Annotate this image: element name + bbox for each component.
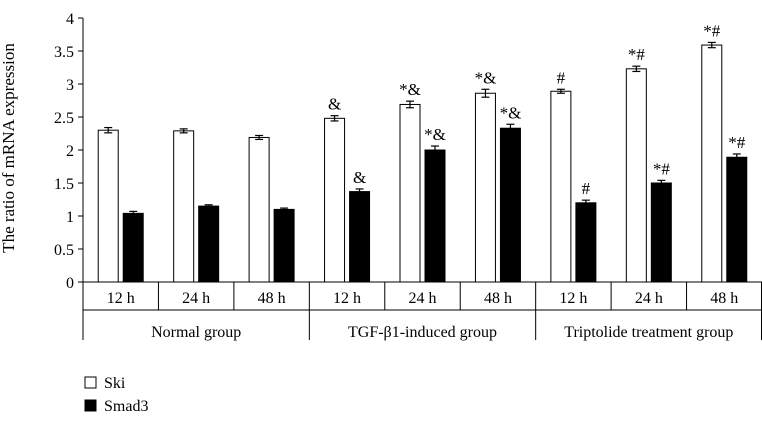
bar-ski-7 — [625, 68, 647, 283]
significance-mark: *& — [475, 68, 497, 87]
y-tick-label: 3 — [66, 77, 74, 94]
significance-mark: *& — [399, 80, 421, 99]
bar-ski-5 — [474, 92, 496, 283]
bar-smad3-7 — [650, 182, 672, 283]
x-tick-label: 48 h — [710, 290, 738, 307]
y-axis: 0 0.5 1 1.5 2 2.5 3 3.5 4 — [54, 11, 84, 292]
x-tick-label: 48 h — [484, 290, 512, 307]
legend-label: Smad3 — [104, 398, 148, 415]
bar-ski-6 — [550, 90, 572, 283]
bar-ski-2 — [248, 136, 270, 283]
significance-mark: *# — [703, 21, 721, 40]
significance-mark: *# — [653, 159, 671, 178]
bar-smad3-1 — [198, 205, 220, 283]
significance-mark: & — [328, 95, 341, 114]
y-axis-label: The ratio of mRNA expression — [0, 43, 18, 253]
y-tick-label: 2.5 — [54, 110, 74, 127]
legend-swatch-smad3 — [84, 399, 97, 412]
bar-ski-4 — [399, 103, 421, 283]
x-tick-label: 12 h — [333, 290, 361, 307]
x-tick-label: 24 h — [182, 290, 210, 307]
y-tick-label: 0.5 — [54, 242, 74, 259]
bar-smad3-8 — [726, 156, 748, 283]
group-label: Normal group — [151, 324, 241, 341]
y-tick-label: 1.5 — [54, 176, 74, 193]
x-axis: 12 h 24 h 48 h 12 h 24 h 48 h 12 h 24 h 48 h Norm… — [82, 281, 762, 341]
bar-smad3-4 — [424, 149, 446, 283]
bar-ski-0 — [97, 129, 119, 283]
group-label: TGF-β1-induced group — [348, 324, 497, 341]
y-tick-label: 2 — [66, 143, 74, 160]
significance-mark: # — [582, 179, 591, 198]
significance-mark: *# — [628, 45, 646, 64]
bar-smad3-2 — [273, 208, 295, 283]
bar-smad3-6 — [575, 202, 597, 283]
x-tick-label: 24 h — [409, 290, 437, 307]
x-tick-label: 24 h — [635, 290, 663, 307]
significance-mark: *# — [728, 133, 746, 152]
legend-label: Ski — [104, 375, 126, 392]
significance-mark: *& — [424, 125, 446, 144]
bar-ski-1 — [173, 130, 195, 283]
bar-smad3-5 — [499, 127, 521, 283]
bar-smad3-3 — [349, 191, 371, 283]
y-tick-label: 4 — [66, 11, 74, 28]
x-tick-label: 48 h — [258, 290, 286, 307]
x-tick-label: 12 h — [559, 290, 587, 307]
y-tick-label: 0 — [66, 275, 74, 292]
y-tick-label: 1 — [66, 209, 74, 226]
significance-mark: # — [557, 68, 566, 87]
bar-ski-8 — [701, 44, 723, 283]
legend: Ski Smad3 — [84, 375, 148, 415]
y-tick-label: 3.5 — [54, 44, 74, 61]
x-tick-label: 12 h — [107, 290, 135, 307]
bars: &*&*& #*#*#&*&*&#*#*# — [97, 21, 748, 283]
significance-mark: *& — [500, 103, 522, 122]
significance-mark: & — [353, 168, 366, 187]
bar-ski-3 — [324, 117, 346, 283]
bar-smad3-0 — [122, 212, 144, 283]
group-label: Triptolide treatment group — [564, 324, 733, 341]
legend-swatch-ski — [84, 376, 97, 389]
